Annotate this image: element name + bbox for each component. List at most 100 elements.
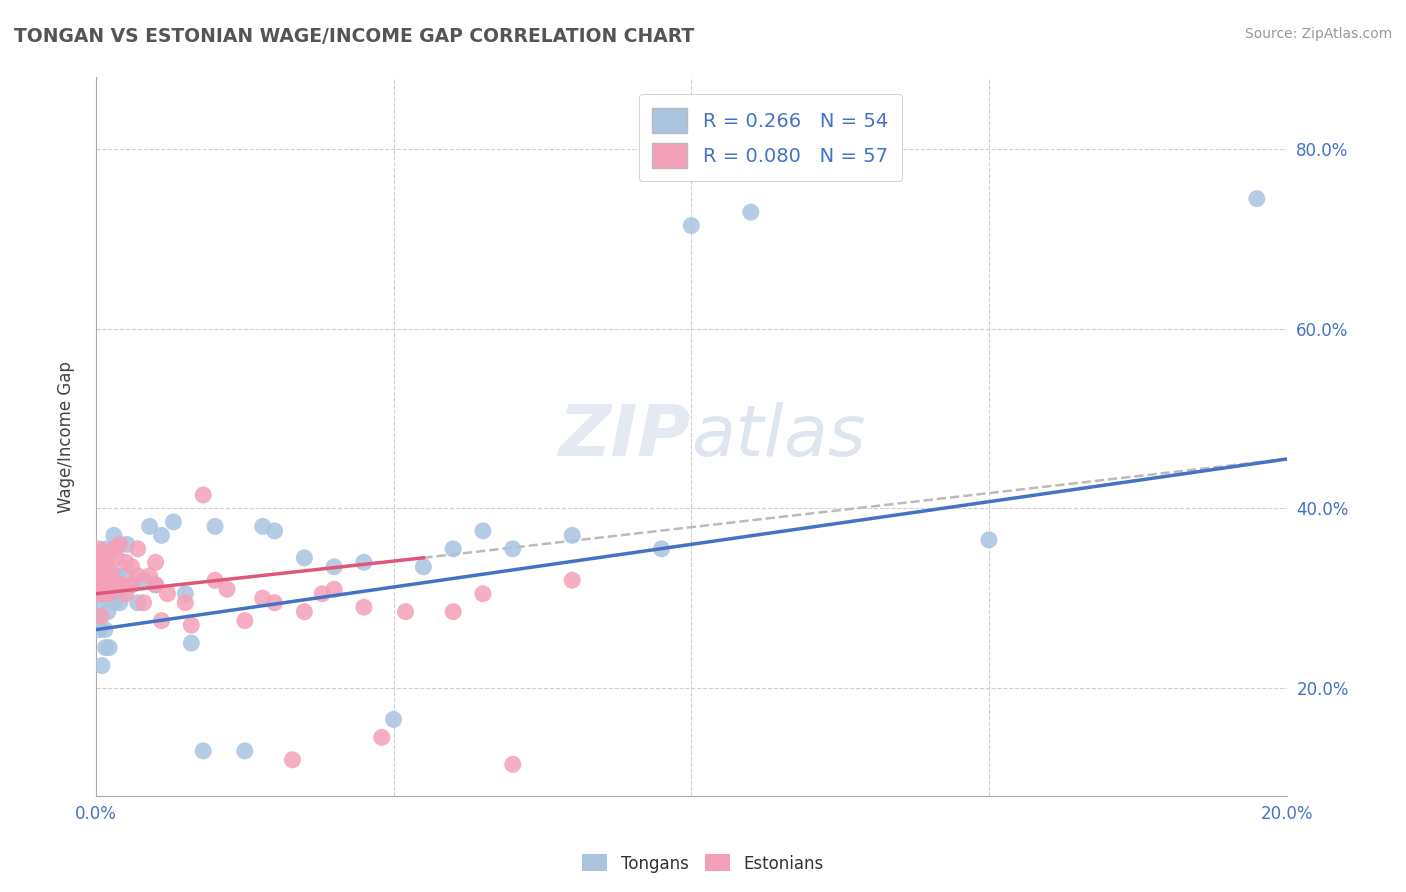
Point [204,519,226,533]
Point [132,574,155,588]
Point [91,578,114,592]
Point [145,578,167,592]
Point [121,578,143,592]
Point [90,609,112,624]
Point [121,559,143,574]
Point [502,541,524,556]
Point [145,578,167,592]
Point [561,574,583,588]
Point [91,564,114,578]
Point [263,524,285,538]
Point [471,524,494,538]
Point [103,574,125,588]
Point [90,587,112,601]
Text: TONGAN VS ESTONIAN WAGE/INCOME GAP CORRELATION CHART: TONGAN VS ESTONIAN WAGE/INCOME GAP CORRE… [14,27,695,45]
Point [127,568,149,582]
Point [114,555,136,569]
Point [127,596,149,610]
Point [215,582,238,597]
Point [323,559,346,574]
Point [91,658,114,673]
Point [89,550,111,565]
Y-axis label: Wage/Income Gap: Wage/Income Gap [58,360,75,513]
Point [281,753,304,767]
Point [90,550,112,565]
Point [651,541,673,556]
Point [204,574,226,588]
Point [180,618,202,632]
Point [103,578,125,592]
Point [115,537,138,551]
Point [94,640,117,655]
Point [145,555,167,569]
Point [382,713,405,727]
Point [87,574,110,588]
Point [86,555,108,569]
Point [441,605,464,619]
Point [100,564,122,578]
Point [263,596,285,610]
Point [353,555,375,569]
Point [89,564,111,578]
Point [93,587,115,601]
Point [91,555,114,569]
Point [108,596,131,610]
Point [114,587,136,601]
Point [174,596,197,610]
Point [98,587,121,601]
Point [91,587,114,601]
Point [191,488,214,502]
Point [103,541,125,556]
Point [110,587,132,601]
Point [162,515,184,529]
Point [108,578,131,592]
Point [105,568,128,582]
Point [252,519,274,533]
Legend: Tongans, Estonians: Tongans, Estonians [575,847,831,880]
Point [191,744,214,758]
Point [502,757,524,772]
Point [86,578,108,592]
Point [132,596,155,610]
Text: ZIP: ZIP [560,402,692,471]
Point [108,537,131,551]
Point [150,528,173,542]
Point [252,591,274,606]
Point [156,587,179,601]
Point [87,596,110,610]
Point [97,578,120,592]
Point [441,541,464,556]
Point [292,605,315,619]
Point [740,205,762,219]
Point [89,623,111,637]
Point [681,219,703,233]
Point [87,555,110,569]
Point [94,578,117,592]
Point [114,568,136,582]
Point [97,582,120,597]
Point [100,582,122,597]
Point [353,600,375,615]
Point [111,578,134,592]
Legend: R = 0.266   N = 54, R = 0.080   N = 57: R = 0.266 N = 54, R = 0.080 N = 57 [638,95,901,181]
Point [394,605,416,619]
Point [412,559,434,574]
Point [371,731,394,745]
Text: atlas: atlas [692,402,866,471]
Point [90,609,112,624]
Point [97,605,120,619]
Point [561,528,583,542]
Point [311,587,333,601]
Point [94,623,117,637]
Point [292,550,315,565]
Point [97,550,120,565]
Point [86,546,108,560]
Point [103,528,125,542]
Point [471,587,494,601]
Point [121,578,143,592]
Point [138,568,160,582]
Point [1246,192,1268,206]
Point [105,550,128,565]
Point [150,614,173,628]
Point [233,744,256,758]
